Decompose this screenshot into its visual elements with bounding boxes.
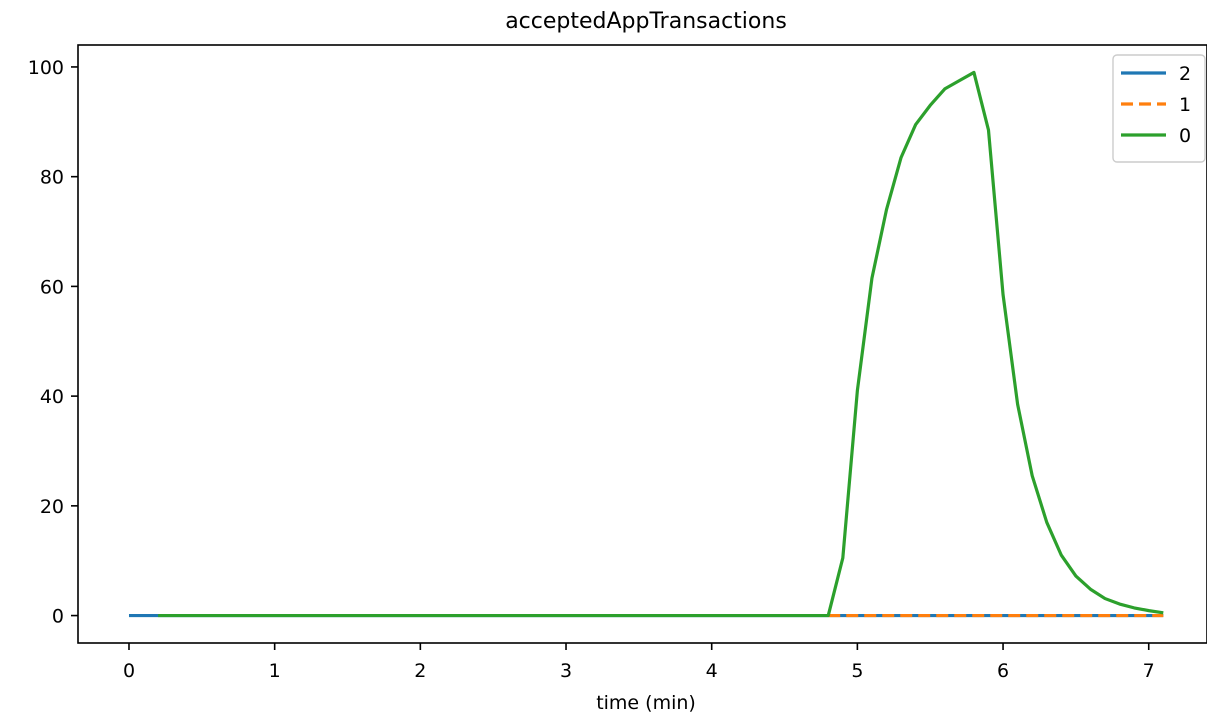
plot-frame — [77, 44, 1207, 644]
x-tick-label: 7 — [1143, 660, 1155, 682]
y-tick-label: 80 — [40, 167, 64, 189]
y-axis-ticks: 0 20 40 60 80 100 — [28, 57, 78, 628]
y-tick-label: 100 — [28, 57, 64, 79]
x-tick-label: 6 — [997, 660, 1009, 682]
y-tick-label: 60 — [40, 276, 64, 298]
x-tick-label: 0 — [123, 660, 135, 682]
legend-label-2: 2 — [1179, 63, 1191, 85]
plot-lines — [128, 70, 1164, 618]
legend-label-0: 0 — [1179, 125, 1191, 147]
x-tick-label: 3 — [560, 660, 572, 682]
legend-label-1: 1 — [1179, 94, 1191, 116]
x-tick-label: 4 — [706, 660, 718, 682]
x-axis-label: time (min) — [596, 692, 696, 714]
x-axis-ticks: 0 1 2 3 4 5 6 7 — [123, 643, 1155, 682]
legend-box — [1112, 54, 1206, 163]
x-tick-label: 2 — [414, 660, 426, 682]
legend: 2 1 0 — [1112, 54, 1206, 163]
chart-title: acceptedAppTransactions — [505, 9, 787, 34]
series-line-0 — [158, 70, 1164, 618]
y-tick-label: 0 — [52, 606, 64, 628]
x-tick-label: 1 — [269, 660, 281, 682]
y-tick-label: 40 — [40, 386, 64, 408]
y-tick-label: 20 — [40, 496, 64, 518]
x-tick-label: 5 — [851, 660, 863, 682]
